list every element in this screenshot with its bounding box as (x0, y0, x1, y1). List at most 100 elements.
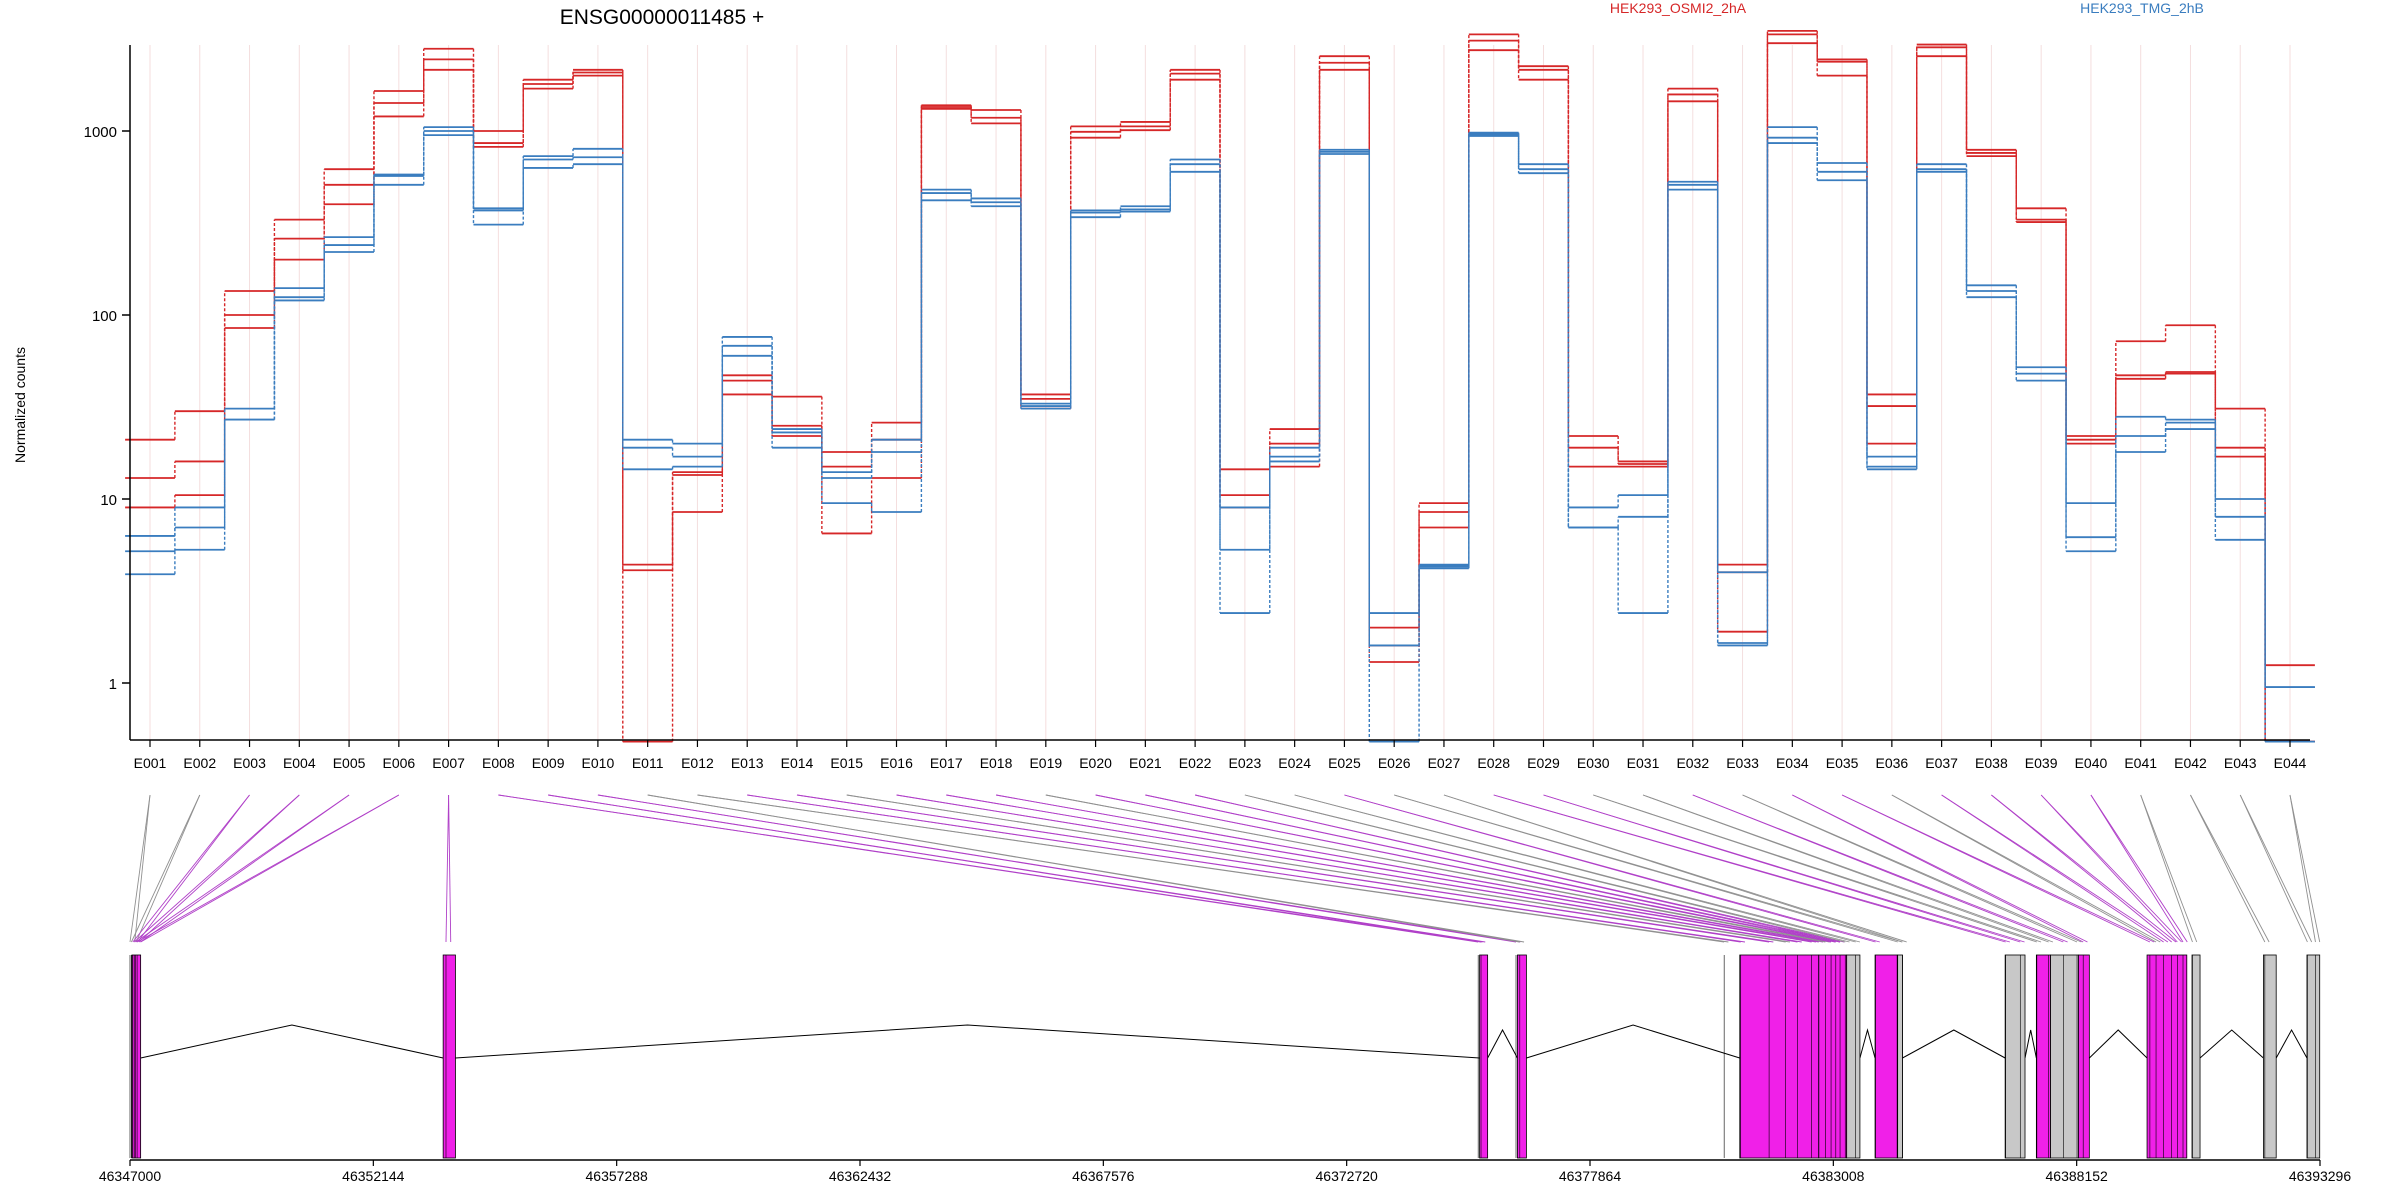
x-tick-label-e029: E029 (1527, 755, 1560, 771)
genomic-tick-label: 46377864 (1559, 1168, 1622, 1184)
x-tick-label-e012: E012 (681, 755, 714, 771)
x-tick-label-e020: E020 (1079, 755, 1112, 771)
connector-e031-end (1642, 794, 2054, 943)
connector-e004-start (133, 794, 300, 943)
x-tick-label-e005: E005 (333, 755, 366, 771)
x-tick-label-e009: E009 (532, 755, 565, 771)
x-tick-label-e036: E036 (1876, 755, 1909, 771)
connector-e039-start (2040, 794, 2178, 943)
exon-block-8 (1874, 954, 1898, 1159)
intron-line (455, 1024, 1480, 1059)
x-tick-label-e044: E044 (2274, 755, 2307, 771)
connector-e027-end (1443, 794, 1907, 943)
x-tick-label-e018: E018 (980, 755, 1013, 771)
genomic-tick-label: 46347000 (99, 1168, 162, 1184)
connector-e014-end (796, 794, 1774, 943)
connector-e028-end (1493, 794, 2010, 943)
y-tick-label: 1000 (84, 124, 117, 141)
connector-e008-end (498, 794, 1483, 943)
connector-e003-start (132, 794, 250, 943)
x-tick-label-e038: E038 (1975, 755, 2008, 771)
connector-e017-end (946, 794, 1817, 943)
connector-e038-end (1991, 794, 2177, 943)
connector-e019-end (1045, 794, 1830, 943)
x-tick-label-e001: E001 (134, 755, 167, 771)
exon-blocks (129, 954, 2321, 1159)
x-axis-ticks: E001 E002 E003 E004 E005 E006 E007 E008 E009 E010… (134, 740, 2307, 771)
x-tick-label-e007: E007 (432, 755, 465, 771)
exon-block-3 (1479, 954, 1489, 1159)
connector-e039-end (2040, 794, 2182, 943)
genomic-tick-label: 46367576 (1072, 1168, 1135, 1184)
connector-e023-end (1244, 794, 1850, 943)
connector-e021-end (1145, 794, 1841, 943)
x-tick-label-e013: E013 (731, 755, 764, 771)
x-tick-label-e033: E033 (1726, 755, 1759, 771)
x-tick-label-e034: E034 (1776, 755, 1809, 771)
x-tick-label-e030: E030 (1577, 755, 1610, 771)
genomic-tick-label: 46383008 (1802, 1168, 1865, 1184)
x-tick-label-e024: E024 (1278, 755, 1311, 771)
connector-e041-end (2140, 794, 2198, 943)
x-tick-label-e035: E035 (1826, 755, 1859, 771)
connector-e007-start (445, 794, 450, 943)
x-tick-label-e039: E039 (2025, 755, 2058, 771)
genomic-tick-label: 46362432 (829, 1168, 892, 1184)
x-tick-label-e016: E016 (880, 755, 913, 771)
exon-block-4 (1517, 954, 1527, 1159)
x-tick-label-e008: E008 (482, 755, 515, 771)
connector-e012-end (697, 794, 1729, 943)
exon-block-15 (2191, 954, 2201, 1159)
exon-block-10 (2004, 954, 2026, 1159)
intron-line (1487, 1028, 1518, 1059)
x-tick-label-e041: E041 (2124, 755, 2157, 771)
exon-block-12 (2050, 954, 2079, 1159)
exon-block-17 (2306, 954, 2321, 1159)
connector-e033-end (1742, 794, 2082, 943)
connector-e043-start (2239, 794, 2308, 943)
intron-line (1526, 1024, 1740, 1059)
x-tick-label-e028: E028 (1477, 755, 1510, 771)
connector-e044-start (2289, 794, 2316, 943)
connector-e022-end (1195, 794, 1845, 943)
x-tick-label-e032: E032 (1676, 755, 1709, 771)
connector-e043-end (2239, 794, 2313, 943)
connector-e003-end (137, 794, 250, 943)
connector-e044-end (2289, 794, 2321, 943)
connector-e010-end (597, 794, 1521, 943)
genomic-axis-ticks: 46347000 46352144 46357288 46362432 46367576… (99, 1160, 2351, 1184)
legend-series-1: HEK293_TMG_2hB (2080, 0, 2204, 16)
connector-e034-end (1792, 794, 2088, 943)
legend-series-0: HEK293_OSMI2_2hA (1610, 0, 1747, 16)
connector-e011-end (647, 794, 1525, 943)
series-1-replicate-3 (125, 134, 2315, 743)
x-tick-label-e040: E040 (2075, 755, 2108, 771)
exon-block-2 (442, 954, 456, 1159)
exon-block-13 (2078, 954, 2090, 1159)
connector-e001-end (134, 794, 151, 943)
genomic-tick-label: 46388152 (2046, 1168, 2109, 1184)
x-tick-label-e002: E002 (183, 755, 216, 771)
x-tick-label-e004: E004 (283, 755, 316, 771)
genomic-tick-label: 46352144 (342, 1168, 405, 1184)
connector-e015-end (846, 794, 1790, 943)
connector-e005-start (135, 794, 350, 943)
connector-e040-start (2090, 794, 2184, 943)
x-tick-label-e042: E042 (2174, 755, 2207, 771)
x-tick-label-e014: E014 (781, 755, 814, 771)
connector-e013-end (747, 794, 1746, 943)
connector-e006-end (140, 794, 400, 943)
x-tick-label-e015: E015 (830, 755, 863, 771)
exon-block-14 (2146, 954, 2188, 1159)
exon-connector-lines (129, 794, 2321, 943)
connector-e009-end (548, 794, 1486, 943)
x-tick-label-e023: E023 (1229, 755, 1262, 771)
x-tick-label-e037: E037 (1925, 755, 1958, 771)
x-tick-label-e026: E026 (1378, 755, 1411, 771)
x-tick-label-e017: E017 (930, 755, 963, 771)
x-tick-label-e027: E027 (1428, 755, 1461, 771)
y-tick-label: 10 (100, 492, 117, 509)
x-tick-label-e010: E010 (582, 755, 615, 771)
intron-lines (140, 1024, 2308, 1059)
